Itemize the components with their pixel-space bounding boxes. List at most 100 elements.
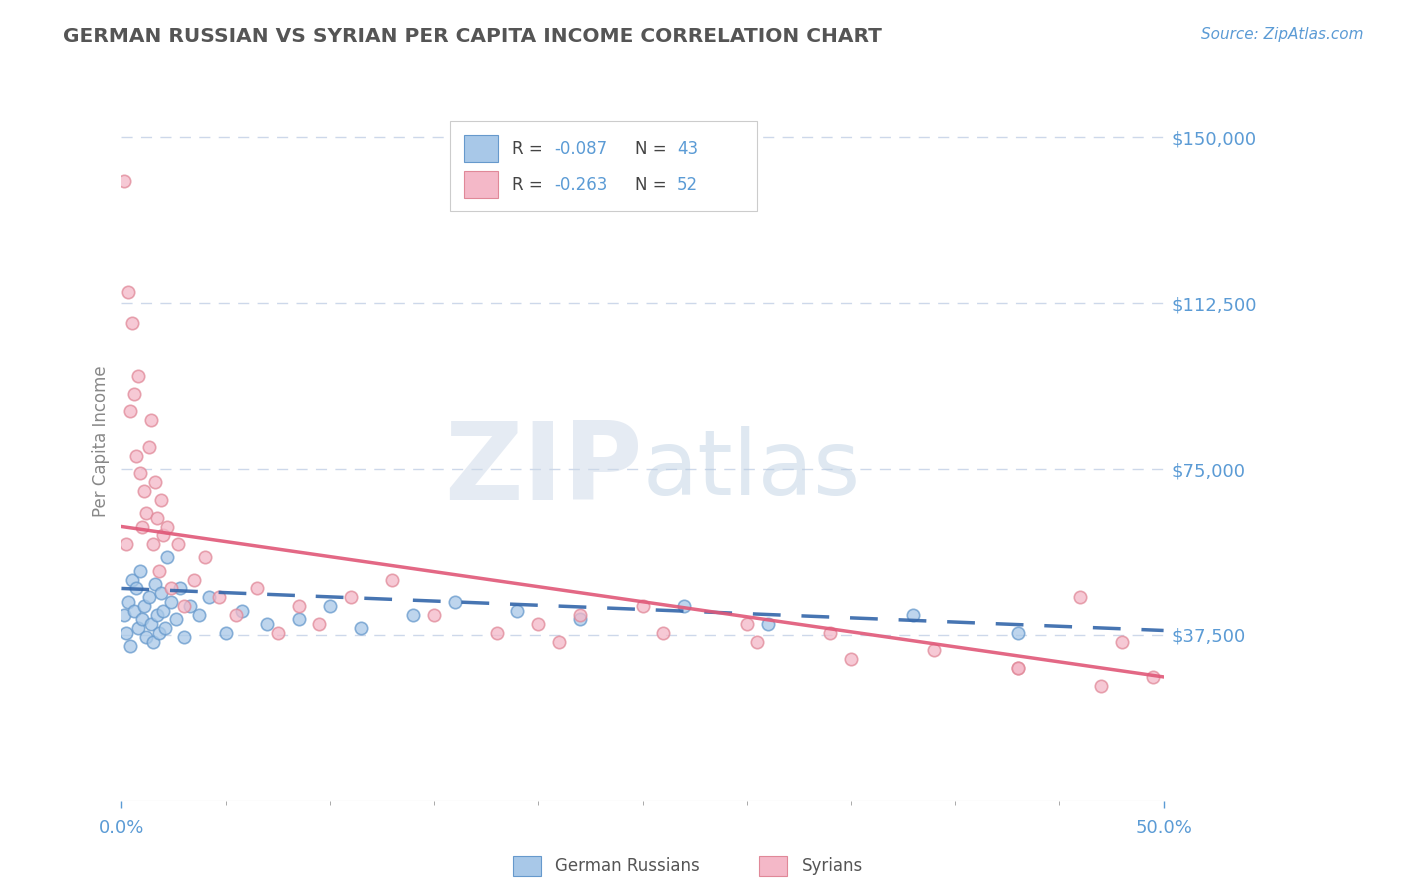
Point [381, 573, 404, 587]
Point [134, 484, 156, 499]
Text: ZIP: ZIP [444, 417, 643, 523]
Point [129, 467, 152, 481]
Text: -0.087: -0.087 [554, 140, 607, 158]
Point [1111, 634, 1133, 648]
Point [673, 599, 696, 614]
Point [114, 625, 136, 640]
Point [166, 537, 188, 551]
Point [173, 599, 195, 614]
Text: R =: R = [512, 176, 548, 194]
Point [569, 612, 592, 626]
Point [142, 634, 165, 648]
Text: -0.263: -0.263 [554, 176, 607, 194]
Point [735, 616, 758, 631]
Point [118, 404, 141, 418]
Point [631, 599, 654, 614]
Point [150, 493, 173, 508]
Point [125, 582, 148, 596]
Point [148, 564, 170, 578]
Point [143, 475, 166, 490]
Point [652, 625, 675, 640]
Point [1007, 625, 1029, 640]
Point [183, 573, 205, 587]
Point [160, 582, 183, 596]
Point [747, 634, 769, 648]
Point [117, 285, 139, 299]
Point [146, 510, 169, 524]
Point [287, 599, 309, 614]
Point [1007, 661, 1029, 675]
Point [231, 603, 253, 617]
Point [122, 603, 145, 617]
Point [165, 612, 187, 626]
Point [839, 652, 862, 666]
Point [173, 630, 195, 644]
Y-axis label: Per Capita Income: Per Capita Income [93, 366, 110, 517]
Point [214, 625, 236, 640]
Text: R =: R = [512, 140, 548, 158]
Point [485, 625, 508, 640]
Text: 43: 43 [676, 140, 697, 158]
Point [138, 440, 160, 454]
Point [756, 616, 779, 631]
Point [138, 591, 160, 605]
Point [135, 630, 157, 644]
Point [246, 582, 269, 596]
Text: Syrians: Syrians [801, 857, 863, 875]
Point [156, 550, 179, 565]
Point [122, 386, 145, 401]
Point [150, 586, 173, 600]
Point [152, 603, 174, 617]
Text: German Russians: German Russians [555, 857, 700, 875]
Bar [464, 171, 498, 198]
Point [350, 621, 373, 635]
Point [121, 316, 143, 330]
Point [117, 595, 139, 609]
Text: Source: ZipAtlas.com: Source: ZipAtlas.com [1201, 27, 1364, 42]
Point [152, 528, 174, 542]
Point [194, 550, 217, 565]
Point [134, 599, 156, 614]
Point [179, 599, 201, 614]
Point [225, 607, 247, 622]
Point [924, 643, 946, 657]
Point [208, 591, 231, 605]
Point [139, 413, 162, 427]
Point [156, 519, 179, 533]
Point [256, 616, 278, 631]
Point [169, 582, 191, 596]
Point [135, 506, 157, 520]
Point [121, 573, 143, 587]
Point [160, 595, 183, 609]
Point [146, 607, 169, 622]
Point [155, 621, 177, 635]
Point [527, 616, 550, 631]
Text: GERMAN RUSSIAN VS SYRIAN PER CAPITA INCOME CORRELATION CHART: GERMAN RUSSIAN VS SYRIAN PER CAPITA INCO… [63, 27, 882, 45]
Point [319, 599, 342, 614]
Point [903, 607, 925, 622]
Point [1090, 679, 1112, 693]
Point [548, 634, 571, 648]
Point [198, 591, 221, 605]
Point [267, 625, 290, 640]
Point [569, 607, 592, 622]
Point [114, 537, 136, 551]
Point [818, 625, 841, 640]
Point [129, 564, 152, 578]
Point [423, 607, 446, 622]
Point [127, 369, 149, 384]
Text: atlas: atlas [643, 426, 860, 514]
Text: 52: 52 [676, 176, 697, 194]
Point [131, 519, 153, 533]
Point [127, 621, 149, 635]
Point [131, 612, 153, 626]
Bar [464, 135, 498, 162]
FancyBboxPatch shape [450, 121, 758, 211]
Point [339, 591, 361, 605]
Point [1069, 591, 1091, 605]
Point [444, 595, 467, 609]
Point [112, 174, 135, 188]
Text: N =: N = [636, 140, 672, 158]
Point [118, 639, 141, 653]
Point [148, 625, 170, 640]
